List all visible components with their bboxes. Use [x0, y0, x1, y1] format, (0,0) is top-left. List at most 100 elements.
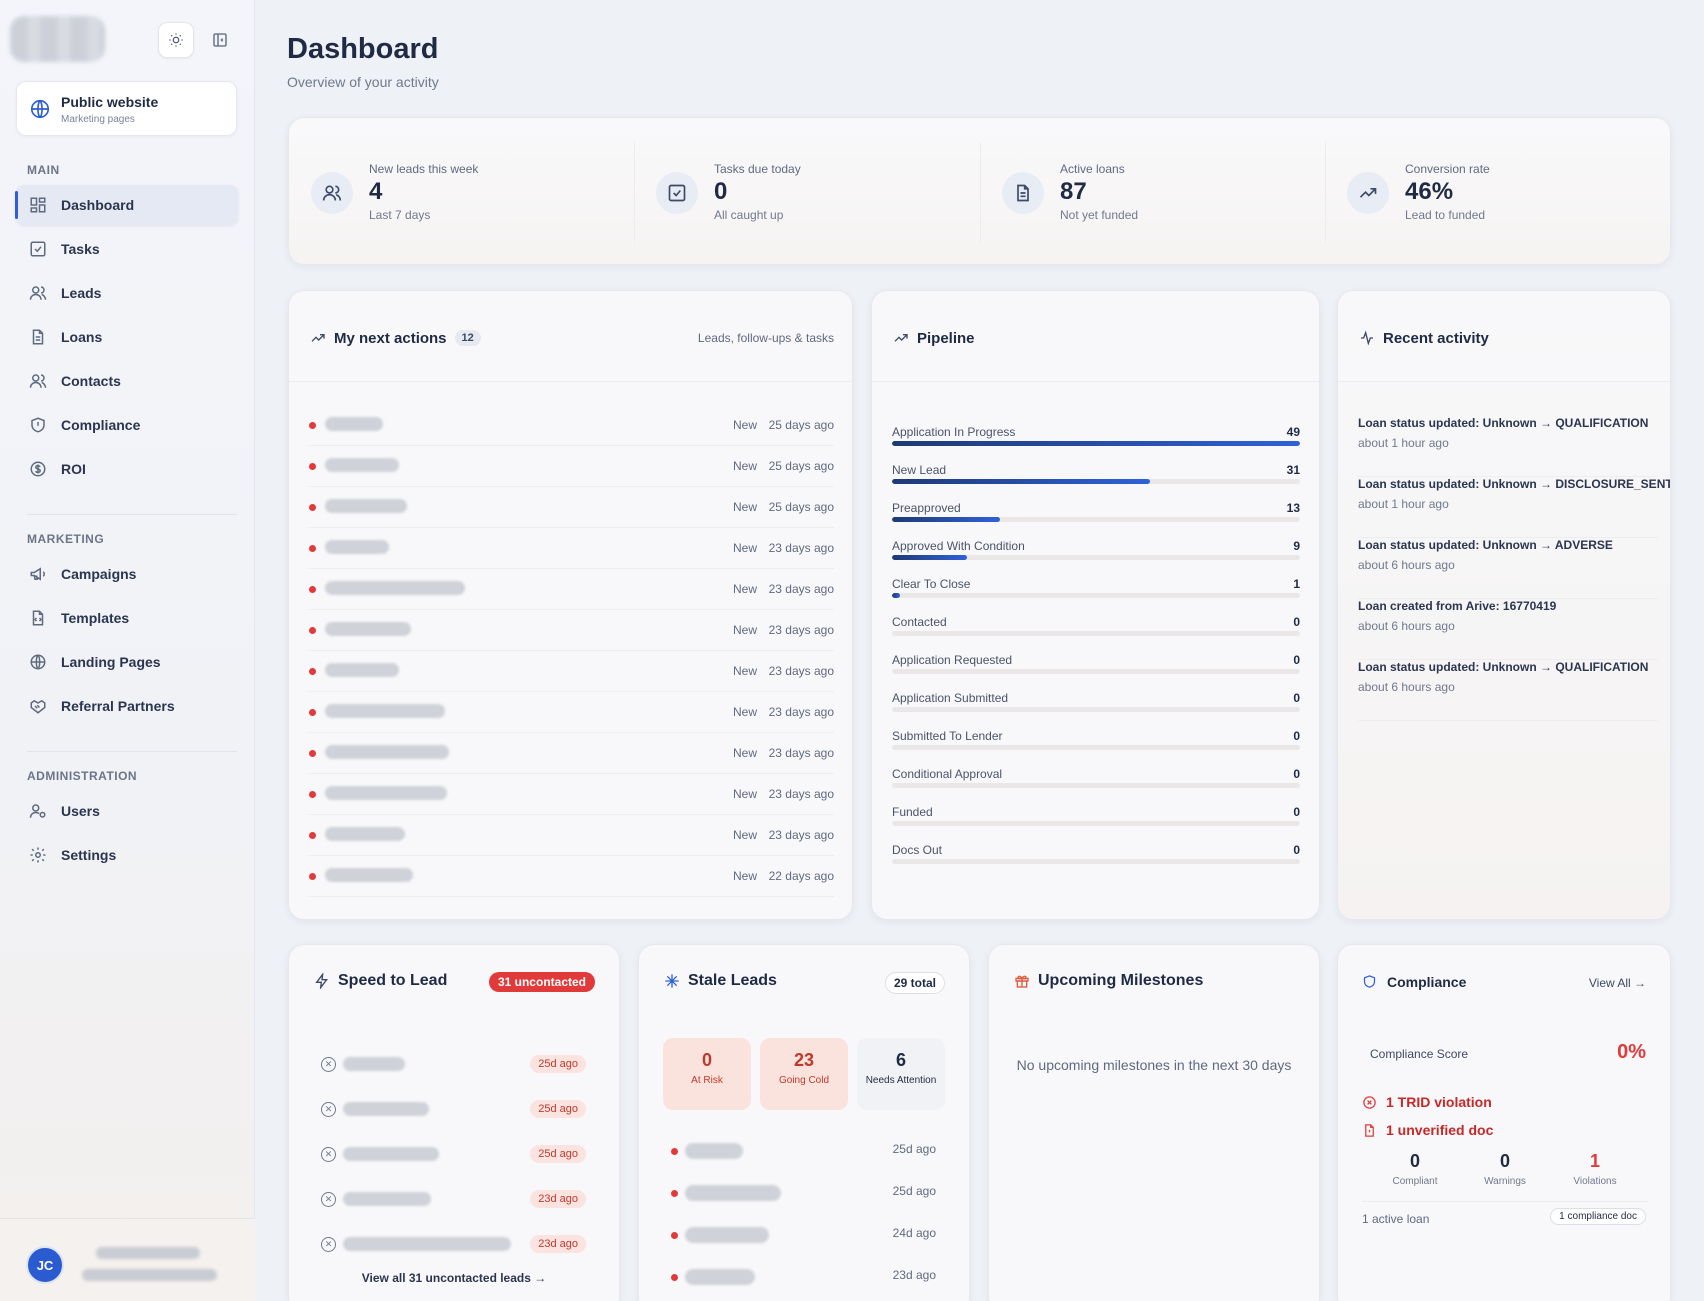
pipeline-stage[interactable]: Application Requested 0	[892, 653, 1300, 691]
sidebar-item-settings[interactable]: Settings	[16, 835, 238, 875]
lead-age: 23 days ago	[768, 541, 834, 555]
compliance-stat-compliant: 0 Compliant	[1370, 1151, 1460, 1187]
pipeline-stage-name: Conditional Approval	[892, 767, 1003, 781]
stat-sub: Lead to funded	[1405, 208, 1486, 222]
sidebar-divider	[27, 751, 237, 752]
stale-metric[interactable]: 0 At Risk	[663, 1038, 751, 1110]
x-circle-icon: ✕	[321, 1237, 336, 1252]
sidebar-item-landing-pages[interactable]: Landing Pages	[16, 642, 238, 682]
pipeline-stage-name: Funded	[892, 805, 933, 819]
sidebar-item-roi[interactable]: ROI	[16, 449, 238, 489]
x-circle-icon: ✕	[321, 1192, 336, 1207]
user-profile[interactable]: JC	[0, 1218, 255, 1301]
sidebar-item-users[interactable]: Users	[16, 791, 238, 831]
pipeline-stage[interactable]: Application Submitted 0	[892, 691, 1300, 729]
pipeline-stage[interactable]: Funded 0	[892, 805, 1300, 843]
sidebar-item-tasks[interactable]: Tasks	[16, 229, 238, 269]
pipeline-stage[interactable]: Application In Progress 49	[892, 425, 1300, 463]
list-item[interactable]: New 23 days ago	[309, 610, 834, 651]
activity-item[interactable]: Loan status updated: Unknown → QUALIFICA…	[1358, 416, 1658, 477]
stale-metric[interactable]: 6 Needs Attention	[857, 1038, 945, 1110]
pipeline-bar-track	[892, 593, 1300, 598]
list-item[interactable]: New 23 days ago	[309, 774, 834, 815]
compliance-divider	[1362, 1201, 1648, 1202]
sidebar-item-compliance[interactable]: Compliance	[16, 405, 238, 445]
list-item[interactable]: New 23 days ago	[309, 569, 834, 610]
list-item[interactable]: New 25 days ago	[309, 405, 834, 446]
theme-toggle-button[interactable]	[158, 22, 194, 58]
list-item[interactable]: New 23 days ago	[309, 692, 834, 733]
list-item[interactable]: New 22 days ago	[309, 856, 834, 897]
stale-metric[interactable]: 23 Going Cold	[760, 1038, 848, 1110]
sidebar-item-campaigns[interactable]: Campaigns	[16, 554, 238, 594]
lead-name-redacted	[325, 458, 399, 472]
lead-name-redacted	[343, 1147, 439, 1161]
pipeline-stage-count: 0	[1293, 729, 1300, 743]
pipeline-stage[interactable]: Submitted To Lender 0	[892, 729, 1300, 767]
compliance-issue-docs[interactable]: 1 unverified doc	[1362, 1122, 1493, 1138]
lead-name-redacted	[685, 1227, 769, 1243]
list-item[interactable]: 25d ago	[671, 1139, 936, 1181]
pipeline-stage[interactable]: Preapproved 13	[892, 501, 1300, 539]
list-item[interactable]: 24d ago	[671, 1223, 936, 1265]
compliance-view-all-link[interactable]: View All →	[1588, 976, 1646, 990]
pipeline-stage-name: Application Requested	[892, 653, 1013, 667]
sun-icon	[169, 33, 183, 47]
view-all-uncontacted-link[interactable]: View all 31 uncontacted leads →	[361, 1271, 547, 1285]
pipeline-stage[interactable]: Clear To Close 1	[892, 577, 1300, 615]
activity-item[interactable]: Loan created from Arive: 16770419 about 6…	[1358, 599, 1658, 660]
list-item[interactable]: New 23 days ago	[309, 733, 834, 774]
list-item[interactable]: ✕ 23d ago	[321, 1231, 586, 1276]
list-item[interactable]: New 23 days ago	[309, 651, 834, 692]
stale-total-badge: 29 total	[884, 972, 945, 994]
list-item[interactable]: ✕ 25d ago	[321, 1051, 586, 1096]
pipeline-stage[interactable]: Approved With Condition 9	[892, 539, 1300, 577]
pipeline-stage-name: Docs Out	[892, 843, 943, 857]
list-item[interactable]: ✕ 25d ago	[321, 1141, 586, 1186]
pipeline-stage-count: 13	[1286, 501, 1300, 515]
sidebar-item-referral-partners[interactable]: Referral Partners	[16, 686, 238, 726]
lead-age: 23d ago	[892, 1268, 936, 1282]
pipeline-stage[interactable]: Docs Out 0	[892, 843, 1300, 881]
list-item[interactable]: New 23 days ago	[309, 528, 834, 569]
sidebar-item-loans[interactable]: Loans	[16, 317, 238, 357]
lead-status: New	[732, 623, 757, 637]
header-divider	[1338, 381, 1670, 382]
compliance-stat-warnings: 0 Warnings	[1460, 1151, 1550, 1187]
sidebar-item-dashboard[interactable]: Dashboard	[15, 185, 238, 225]
pipeline-stage[interactable]: New Lead 31	[892, 463, 1300, 501]
status-dot	[309, 750, 316, 757]
sidebar-item-leads[interactable]: Leads	[16, 273, 238, 313]
list-item[interactable]: ✕ 25d ago	[321, 1096, 586, 1141]
activity-item[interactable]: Loan status updated: Unknown → DISCLOSUR…	[1358, 477, 1670, 538]
public-website-card[interactable]: Public website Marketing pages	[16, 81, 237, 136]
brand-logo	[10, 16, 105, 62]
sidebar-item-templates[interactable]: Templates	[16, 598, 238, 638]
stat-new-leads: New leads this week 4 Last 7 days	[289, 118, 634, 264]
handshake-icon	[28, 696, 48, 716]
list-item[interactable]: ✕ 23d ago	[321, 1186, 586, 1231]
list-item[interactable]: New 25 days ago	[309, 446, 834, 487]
pipeline-bar-track	[892, 517, 1300, 522]
activity-item[interactable]: Loan status updated: Unknown → QUALIFICA…	[1358, 660, 1658, 721]
pipeline-stage[interactable]: Contacted 0	[892, 615, 1300, 653]
stat-conversion-rate: Conversion rate 46% Lead to funded	[1325, 118, 1670, 264]
list-item[interactable]: New 23 days ago	[309, 815, 834, 856]
next-actions-header: My next actions 12	[309, 329, 481, 347]
list-item[interactable]: 25d ago	[671, 1181, 936, 1223]
compliance-active-loans: 1 active loan	[1362, 1212, 1430, 1226]
compliance-stat-violations: 1 Violations	[1550, 1151, 1640, 1187]
sidebar-item-contacts[interactable]: Contacts	[16, 361, 238, 401]
activity-text: Loan created from Arive: 16770419	[1358, 599, 1557, 613]
pipeline-stage[interactable]: Conditional Approval 0	[892, 767, 1300, 805]
lead-name-redacted	[325, 827, 405, 841]
compliance-issue-trid[interactable]: 1 TRID violation	[1362, 1094, 1492, 1110]
activity-item[interactable]: Loan status updated: Unknown → ADVERSE ab…	[1358, 538, 1658, 599]
speed-to-lead-card: Speed to Lead 31 uncontacted ✕ 25d ago ✕ 25…	[288, 944, 620, 1301]
collapse-sidebar-button[interactable]	[202, 22, 238, 58]
activity-icon	[1358, 329, 1376, 347]
pipeline-stage-count: 0	[1293, 805, 1300, 819]
pipeline-stage-count: 1	[1293, 577, 1300, 591]
list-item[interactable]: 23d ago	[671, 1265, 936, 1301]
list-item[interactable]: New 25 days ago	[309, 487, 834, 528]
